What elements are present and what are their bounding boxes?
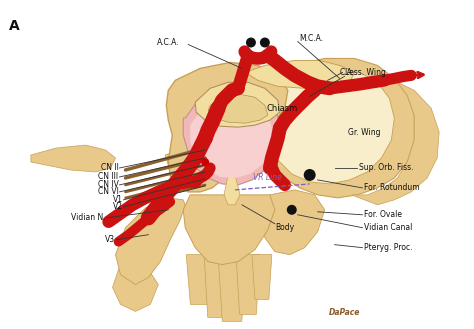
Text: Less. Wing: Less. Wing bbox=[345, 68, 385, 77]
Text: C.A.: C.A. bbox=[340, 68, 355, 77]
Polygon shape bbox=[265, 59, 414, 198]
Text: DaPace: DaPace bbox=[329, 308, 360, 317]
Text: V2: V2 bbox=[112, 202, 122, 211]
Polygon shape bbox=[218, 255, 246, 321]
Polygon shape bbox=[208, 94, 268, 123]
Text: M.C.A.: M.C.A. bbox=[300, 34, 324, 43]
Polygon shape bbox=[352, 78, 439, 205]
Polygon shape bbox=[245, 61, 355, 88]
Polygon shape bbox=[262, 190, 325, 255]
Text: VR Line: VR Line bbox=[254, 173, 283, 182]
Text: Gr. Wing: Gr. Wing bbox=[347, 128, 380, 137]
Text: CN II: CN II bbox=[100, 164, 118, 172]
Text: Pteryg. Proc.: Pteryg. Proc. bbox=[365, 243, 413, 252]
Text: V3: V3 bbox=[105, 235, 116, 244]
Text: Sup. Orb. Fiss.: Sup. Orb. Fiss. bbox=[359, 164, 414, 172]
Polygon shape bbox=[204, 255, 228, 317]
Polygon shape bbox=[195, 82, 280, 127]
Polygon shape bbox=[183, 84, 280, 185]
Text: Vidian Canal: Vidian Canal bbox=[365, 223, 413, 232]
Circle shape bbox=[304, 169, 316, 181]
Polygon shape bbox=[183, 195, 275, 265]
Polygon shape bbox=[224, 175, 240, 205]
Text: A: A bbox=[9, 19, 20, 33]
Polygon shape bbox=[112, 260, 158, 311]
Text: Chiasm: Chiasm bbox=[266, 104, 298, 113]
Text: Body: Body bbox=[275, 223, 294, 232]
Polygon shape bbox=[165, 145, 230, 178]
Text: CN VI: CN VI bbox=[98, 188, 118, 196]
Text: CN IV: CN IV bbox=[98, 180, 118, 190]
Polygon shape bbox=[190, 93, 272, 178]
Circle shape bbox=[287, 205, 297, 215]
Text: For. Ovale: For. Ovale bbox=[365, 210, 402, 219]
Text: A.C.A.: A.C.A. bbox=[157, 38, 180, 47]
Text: V1: V1 bbox=[112, 195, 122, 204]
Circle shape bbox=[260, 38, 270, 47]
Polygon shape bbox=[31, 145, 116, 172]
Polygon shape bbox=[166, 63, 288, 192]
Polygon shape bbox=[186, 255, 214, 304]
Polygon shape bbox=[268, 70, 394, 184]
Polygon shape bbox=[236, 255, 260, 315]
Polygon shape bbox=[252, 255, 272, 299]
Circle shape bbox=[201, 158, 209, 166]
Text: Vidian N.: Vidian N. bbox=[71, 213, 106, 222]
Text: For. Rotundum: For. Rotundum bbox=[365, 183, 420, 192]
Text: CN III: CN III bbox=[99, 172, 118, 182]
Circle shape bbox=[246, 38, 256, 47]
Polygon shape bbox=[116, 198, 185, 285]
